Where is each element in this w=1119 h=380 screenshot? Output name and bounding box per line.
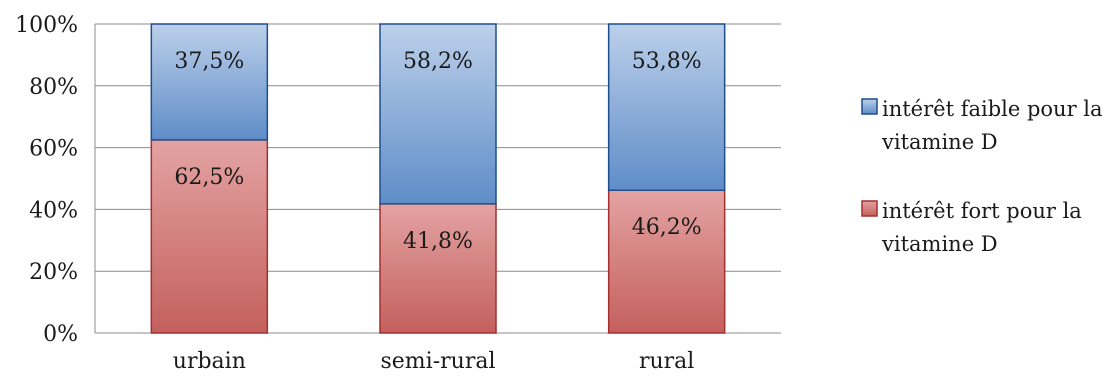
bar-segment [150,23,269,141]
y-axis-ticks: 0% 20% 40% 60% 80% 100% [15,13,78,347]
y-tick-label: 40% [29,198,78,223]
x-category-label: rural [639,349,694,374]
data-label: 41,8% [403,229,473,254]
bar-segment [379,203,497,334]
legend-swatch [861,200,878,217]
bar-segment [150,139,269,334]
legend-label: intérêt fort pour la [882,199,1082,223]
legend-label: vitamine D [881,130,998,154]
bar-segment [607,23,726,191]
y-tick-label: 20% [29,260,78,285]
y-tick-label: 60% [29,137,78,162]
bar-segment [379,23,497,205]
data-label: 53,8% [632,49,702,74]
y-tick-label: 100% [15,13,78,38]
x-category-label: semi-rural [381,349,496,374]
bars [150,23,726,334]
legend-label: intérêt faible pour la [882,97,1103,121]
data-label: 58,2% [403,49,473,74]
legend-label: vitamine D [881,232,998,256]
legend-swatch [861,98,878,115]
data-labels: 62,5% 37,5% 41,8% 58,2% 46,2% 53,8% [174,49,701,254]
x-axis-categories: urbain semi-rural rural [173,349,695,374]
bar-segment [607,189,726,334]
legend: intérêt faible pour la vitamine D intérêt … [861,97,1103,256]
data-label: 62,5% [174,165,244,190]
data-label: 37,5% [174,49,244,74]
data-label: 46,2% [632,215,702,240]
y-tick-label: 80% [29,75,78,100]
x-category-label: urbain [173,349,246,374]
y-tick-label: 0% [43,322,78,347]
